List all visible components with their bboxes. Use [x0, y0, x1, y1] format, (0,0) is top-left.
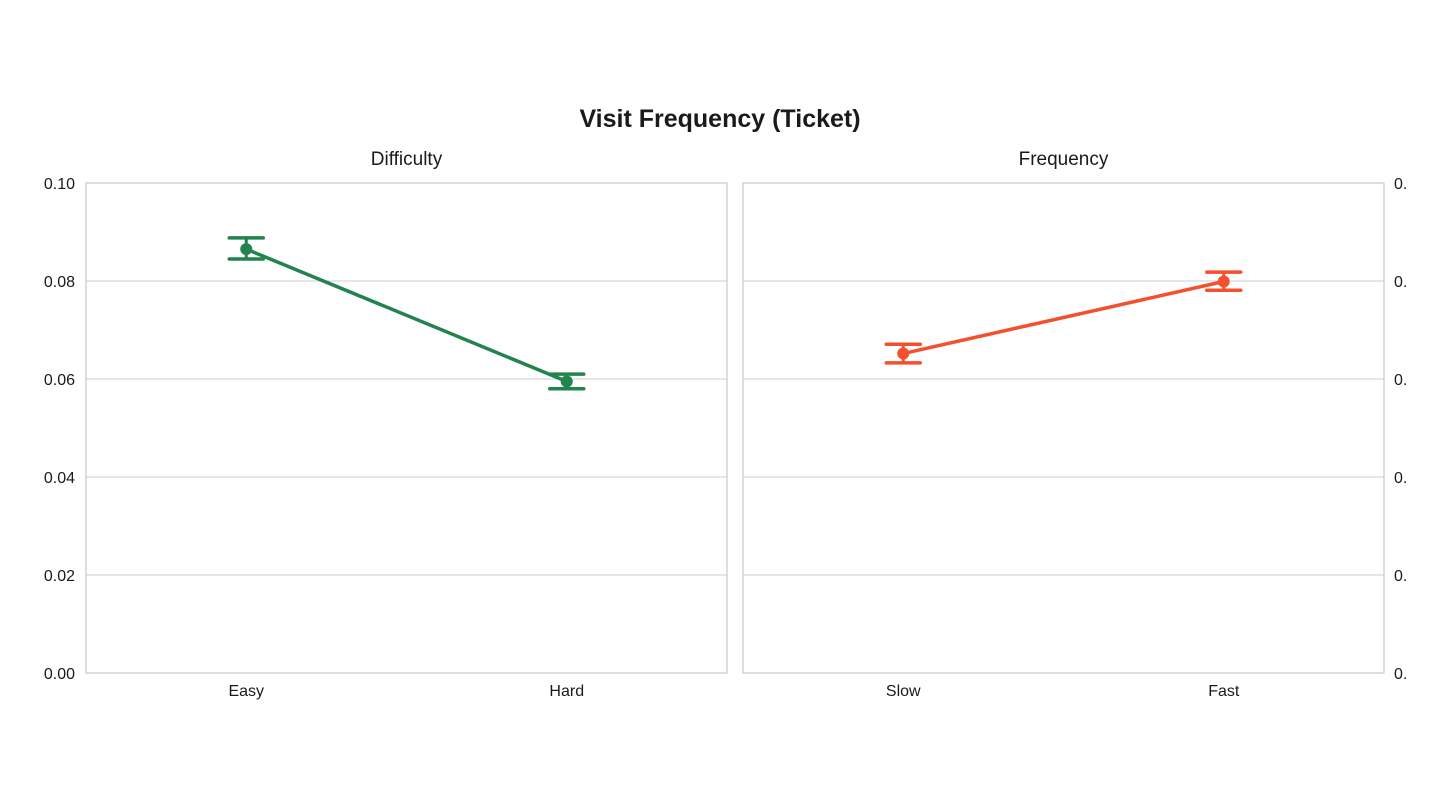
chart-panel-difficulty: 0.00 0.02 0.04 0.06 0.08 0.10 Difficulty Easy Ha… [44, 149, 728, 700]
y-tick-label: 0. [1394, 666, 1407, 683]
figure-title: Visit Frequency (Ticket) [579, 105, 860, 133]
y-tick-label: 0.00 [44, 666, 75, 683]
chart-panel-frequency: 0. 0. 0. 0. 0. 0. Frequency Slow Fast [742, 149, 1407, 700]
subplot-title: Frequency [1019, 149, 1109, 170]
data-point [897, 347, 910, 360]
x-tick-label: Easy [228, 683, 264, 700]
plot-frame [85, 182, 728, 674]
series-line [901, 279, 1226, 356]
y-tick-label: 0. [1394, 274, 1407, 291]
y-tick-label: 0.10 [44, 176, 75, 193]
chart-panels: 0.00 0.02 0.04 0.06 0.08 0.10 Difficulty Easy Ha… [44, 149, 1407, 700]
y-tick-label: 0.02 [44, 568, 75, 585]
plot-frame [742, 182, 1385, 674]
subplot-title: Difficulty [371, 149, 443, 170]
y-tick-label: 0. [1394, 470, 1407, 487]
data-point [240, 243, 253, 256]
y-tick-label: 0. [1394, 176, 1407, 193]
y-tick-label: 0.06 [44, 372, 75, 389]
data-point [560, 375, 573, 388]
y-tick-label: 0.04 [44, 470, 75, 487]
y-tick-label: 0. [1394, 568, 1407, 585]
x-tick-label: Fast [1208, 683, 1240, 700]
x-tick-label: Hard [549, 683, 584, 700]
x-tick-label: Slow [886, 683, 921, 700]
series-line [244, 247, 569, 384]
y-tick-label: 0. [1394, 372, 1407, 389]
data-point [1217, 275, 1230, 288]
y-tick-label: 0.08 [44, 274, 75, 291]
